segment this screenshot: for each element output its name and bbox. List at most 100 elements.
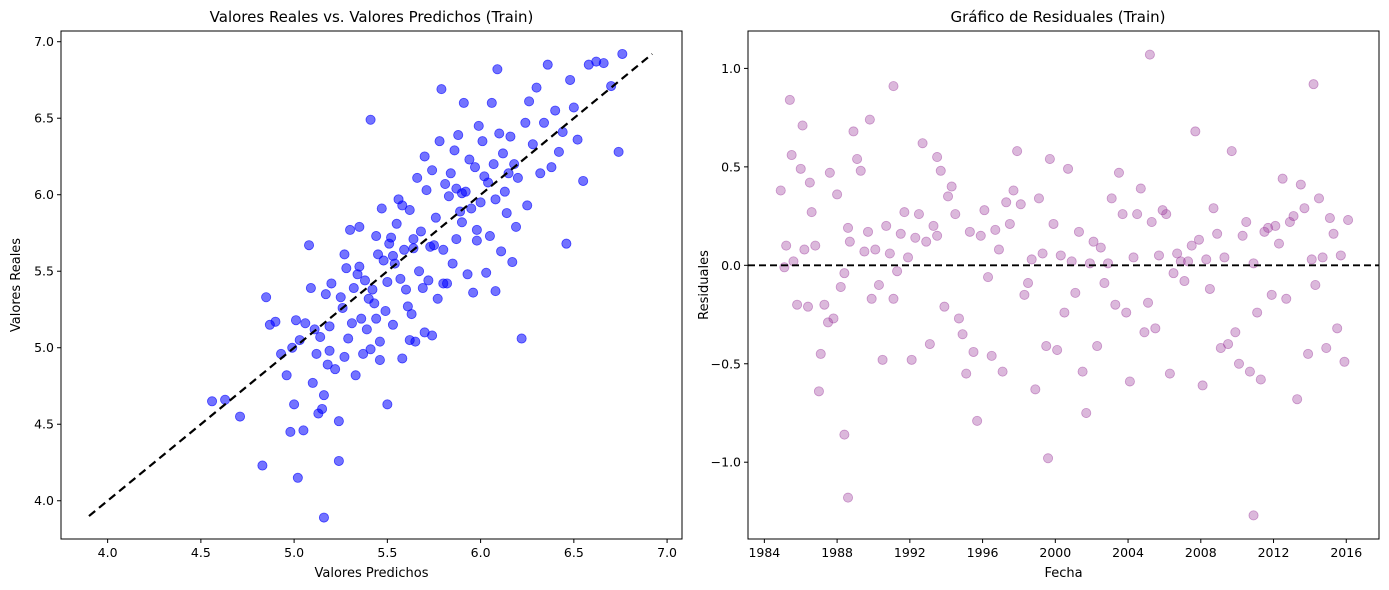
data-point [844, 236, 855, 247]
data-point [365, 344, 376, 355]
data-point [1143, 297, 1154, 308]
data-point [1292, 394, 1303, 405]
x-tick-label: 2004 [1112, 545, 1144, 560]
data-point [910, 232, 921, 243]
data-point [1077, 366, 1088, 377]
data-point [387, 319, 398, 330]
data-point [935, 165, 946, 176]
data-point [1230, 327, 1241, 338]
data-point [438, 244, 449, 255]
data-point [443, 191, 454, 202]
data-point [1150, 323, 1161, 334]
data-point [804, 177, 815, 188]
data-point [391, 218, 402, 229]
data-point [775, 185, 786, 196]
x-tick-label: 6.5 [564, 545, 584, 560]
data-point [1201, 254, 1212, 265]
data-point [899, 207, 910, 218]
data-point [304, 240, 315, 251]
data-point [456, 217, 467, 228]
data-point [1055, 250, 1066, 261]
y-tick-label: 0.5 [721, 159, 741, 174]
data-point [468, 287, 479, 298]
data-point [1037, 248, 1048, 259]
x-tick-label: 2012 [1258, 545, 1290, 560]
data-point [843, 222, 854, 233]
data-point [1295, 179, 1306, 190]
data-point [522, 200, 533, 211]
data-point [1144, 49, 1155, 60]
data-point [490, 194, 501, 205]
data-point [1208, 203, 1219, 214]
data-point [979, 205, 990, 216]
data-point [484, 231, 495, 242]
data-point [427, 330, 438, 341]
data-point [471, 235, 482, 246]
data-point [1106, 193, 1117, 204]
data-point [434, 136, 445, 147]
data-point [598, 58, 609, 69]
data-point [473, 120, 484, 131]
data-point [906, 354, 917, 365]
right-y-axis-label: Residuales [697, 250, 712, 320]
data-point [786, 150, 797, 161]
data-point [397, 353, 408, 364]
data-point [1317, 252, 1328, 263]
data-point [1033, 193, 1044, 204]
data-point [1113, 167, 1124, 178]
data-point [932, 230, 943, 241]
data-point [972, 415, 983, 426]
data-point [1197, 380, 1208, 391]
data-point [298, 425, 309, 436]
data-point [488, 159, 499, 170]
data-point [1121, 307, 1132, 318]
data-point [322, 359, 333, 370]
data-point [1335, 250, 1346, 261]
data-point [950, 209, 961, 220]
data-point [317, 403, 328, 414]
left-points [207, 48, 628, 523]
x-tick-label: 1996 [967, 545, 999, 560]
data-point [499, 186, 510, 197]
data-point [1081, 407, 1092, 418]
data-point [797, 120, 808, 131]
left-y-axis-label: Valores Reales [9, 238, 24, 332]
data-point [343, 333, 354, 344]
data-point [397, 200, 408, 211]
data-point [406, 309, 417, 320]
data-point [348, 283, 359, 294]
data-point [371, 231, 382, 242]
data-point [371, 313, 382, 324]
data-point [445, 168, 456, 179]
data-point [1103, 258, 1114, 269]
right-x-axis-label: Fecha [1044, 566, 1082, 581]
data-point [333, 455, 344, 466]
data-point [481, 267, 492, 278]
data-point [864, 114, 875, 125]
data-point [983, 272, 994, 283]
data-point [354, 221, 365, 232]
data-point [333, 416, 344, 427]
data-point [1146, 216, 1157, 227]
data-point [953, 313, 964, 324]
x-tick-label: 1988 [821, 545, 853, 560]
data-point [1026, 254, 1037, 265]
data-point [417, 283, 428, 294]
data-point [324, 321, 335, 332]
data-point [483, 177, 494, 188]
data-point [507, 257, 518, 268]
data-point [494, 128, 505, 139]
data-point [1153, 250, 1164, 261]
data-point [1063, 163, 1074, 174]
data-point [819, 299, 830, 310]
data-point [1332, 323, 1343, 334]
x-tick-label: 1992 [894, 545, 926, 560]
y-tick-label: 7.0 [34, 34, 54, 49]
data-point [921, 236, 932, 247]
data-point [1281, 293, 1292, 304]
data-point [617, 48, 628, 59]
left-plot-frame [60, 30, 683, 540]
data-point [358, 348, 369, 359]
data-point [1321, 343, 1332, 354]
data-point [799, 244, 810, 255]
